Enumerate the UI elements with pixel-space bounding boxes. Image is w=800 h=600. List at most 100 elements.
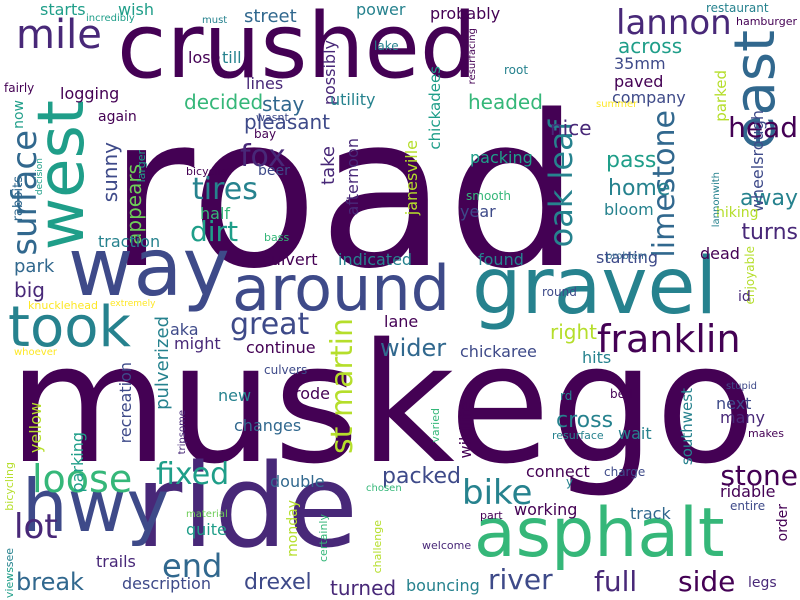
cloud-word: y xyxy=(566,475,574,489)
cloud-word: lane xyxy=(384,312,419,331)
cloud-word: bicyclist xyxy=(186,165,231,178)
cloud-word: chickadees xyxy=(426,66,444,150)
cloud-word: views xyxy=(3,566,16,598)
cloud-word: parked xyxy=(712,70,730,122)
cloud-word: charge xyxy=(604,465,646,479)
cloud-word: chosen xyxy=(366,483,402,494)
cloud-word: now xyxy=(11,100,27,129)
cloud-word: cross xyxy=(556,408,614,433)
cloud-word: pleasant xyxy=(244,110,331,134)
cloud-word: lannon xyxy=(616,3,732,43)
cloud-word: across xyxy=(618,34,683,58)
cloud-word: pass xyxy=(606,148,657,173)
cloud-word: traction xyxy=(98,232,161,251)
cloud-word: bloom xyxy=(604,200,654,219)
cloud-word: tires xyxy=(192,172,258,207)
cloud-word: logging xyxy=(60,84,120,103)
cloud-word: track xyxy=(630,504,671,523)
cloud-word: trails xyxy=(96,552,136,571)
cloud-word: knucklehead xyxy=(28,299,99,312)
cloud-word: parking xyxy=(68,432,87,493)
cloud-word: aka xyxy=(170,320,199,339)
cloud-word: wider xyxy=(380,334,447,362)
cloud-word: wasnt xyxy=(256,111,289,124)
cloud-word: beer xyxy=(258,163,290,179)
cloud-word: continue xyxy=(246,338,316,357)
cloud-word: company xyxy=(612,88,686,107)
cloud-word: lot xyxy=(14,507,58,547)
cloud-word: janesville xyxy=(402,140,421,216)
cloud-word: till xyxy=(222,48,242,67)
cloud-word: fixed xyxy=(156,457,230,492)
cloud-word: stupid xyxy=(726,381,757,392)
cloud-word: side xyxy=(678,565,736,598)
cloud-word: lake xyxy=(374,39,399,53)
cloud-word: extremely xyxy=(110,299,156,309)
cloud-word: home xyxy=(608,176,671,201)
cloud-word: dirt xyxy=(190,215,239,248)
cloud-word: part xyxy=(480,509,503,522)
cloud-word: changes xyxy=(234,416,302,435)
cloud-word: incredibly xyxy=(86,13,135,24)
cloud-word: must xyxy=(202,15,228,26)
cloud-word: stay xyxy=(262,92,305,116)
cloud-word: order xyxy=(775,504,791,542)
cloud-word: afternoon xyxy=(343,138,362,216)
cloud-word: turns xyxy=(741,220,798,245)
cloud-word: street xyxy=(244,6,297,27)
cloud-word: around xyxy=(232,252,450,325)
cloud-word: southwest xyxy=(678,388,696,466)
cloud-word: muskego xyxy=(8,308,757,500)
cloud-word: hamburger xyxy=(736,15,797,28)
cloud-word: lose xyxy=(188,48,221,67)
cloud-word: next xyxy=(716,394,752,413)
cloud-word: head xyxy=(728,111,798,144)
cloud-word: makes xyxy=(748,427,784,440)
cloud-word: 35mm xyxy=(614,54,666,73)
cloud-word: varied xyxy=(429,408,442,443)
cloud-word: hits xyxy=(582,348,612,367)
cloud-word: entire xyxy=(730,499,766,513)
cloud-word: nice xyxy=(550,116,592,140)
cloud-word: wheelsrough xyxy=(748,110,767,213)
cloud-word: problem xyxy=(606,251,648,262)
cloud-word: new xyxy=(218,386,252,405)
cloud-word: drexel xyxy=(244,570,312,595)
cloud-word: asphalt xyxy=(474,494,725,573)
cloud-word: fairly xyxy=(4,81,35,95)
cloud-word: round xyxy=(542,285,577,299)
cloud-word: monday xyxy=(285,500,301,557)
cloud-word: resurface xyxy=(552,429,604,442)
cloud-word: connect xyxy=(526,462,590,481)
cloud-word: franklin xyxy=(597,317,741,361)
cloud-word: decision xyxy=(35,158,45,196)
cloud-word: wildlife xyxy=(456,402,475,459)
cloud-word: restaurant xyxy=(706,1,769,15)
cloud-word: smooth xyxy=(466,189,511,203)
cloud-word: challenge xyxy=(371,520,384,574)
cloud-word: larger xyxy=(135,150,148,183)
cloud-word: resurfacing xyxy=(467,28,478,85)
cloud-word: recreation xyxy=(116,362,135,444)
cloud-word: bass xyxy=(264,231,290,244)
cloud-word: bay xyxy=(254,127,277,141)
cloud-word: loose xyxy=(32,457,133,501)
cloud-word: fox xyxy=(240,139,286,174)
cloud-word: year xyxy=(460,202,496,221)
cloud-word: culvers xyxy=(264,363,308,377)
cloud-word: st martin xyxy=(325,318,360,454)
cloud-word: rabbits xyxy=(11,176,26,222)
cloud-word: many xyxy=(720,408,765,427)
cloud-word: legs xyxy=(748,575,777,591)
cloud-word: power xyxy=(356,0,406,19)
cloud-word: wish xyxy=(118,0,155,19)
cloud-word: take xyxy=(318,146,339,185)
cloud-word: utility xyxy=(330,90,376,109)
cloud-word: bicycling xyxy=(3,462,16,511)
cloud-word: decided xyxy=(184,90,264,114)
cloud-word: dead xyxy=(700,244,740,263)
cloud-word: probably xyxy=(430,4,501,23)
cloud-word: starts xyxy=(40,0,86,19)
cloud-word: break xyxy=(16,568,84,596)
